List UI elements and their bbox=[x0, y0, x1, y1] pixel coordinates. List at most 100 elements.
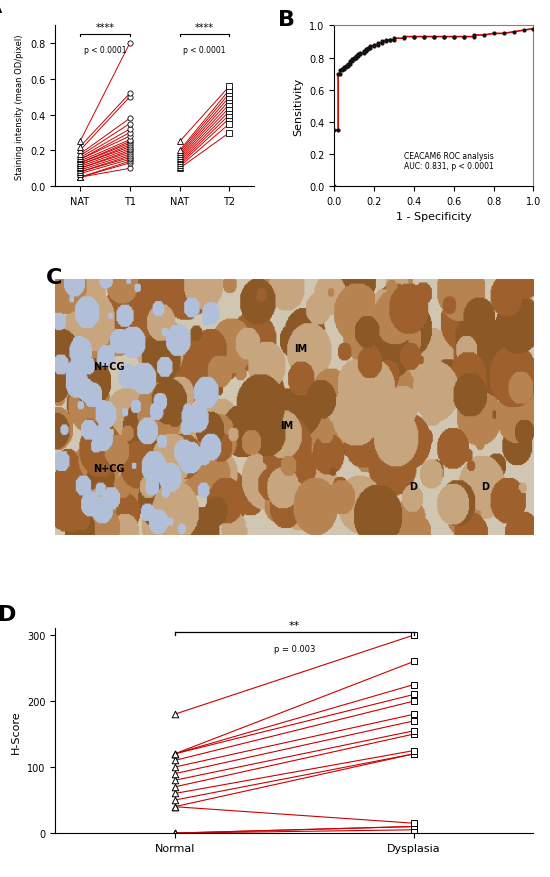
Point bbox=[125, 152, 134, 166]
Point bbox=[336, 68, 344, 82]
Point bbox=[75, 152, 84, 166]
Point bbox=[125, 135, 134, 149]
Point bbox=[360, 46, 368, 61]
Point bbox=[350, 53, 359, 67]
Point bbox=[354, 50, 362, 64]
Point bbox=[420, 31, 428, 45]
Point bbox=[409, 747, 418, 761]
Point bbox=[125, 90, 134, 104]
Text: C: C bbox=[46, 267, 62, 288]
Point bbox=[399, 31, 408, 45]
Text: IM: IM bbox=[280, 420, 293, 431]
Point bbox=[356, 46, 365, 61]
Point bbox=[75, 157, 84, 171]
Point bbox=[125, 37, 134, 51]
Point bbox=[459, 31, 468, 45]
Point bbox=[364, 42, 372, 56]
Point bbox=[175, 152, 184, 166]
Point bbox=[409, 678, 418, 692]
Point bbox=[449, 31, 458, 45]
Point bbox=[350, 52, 359, 66]
Point bbox=[125, 140, 134, 154]
Point bbox=[75, 153, 84, 168]
Point bbox=[125, 112, 134, 126]
Point bbox=[225, 98, 234, 112]
Point bbox=[356, 48, 365, 62]
Y-axis label: Sensitivity: Sensitivity bbox=[294, 77, 304, 136]
Point bbox=[175, 157, 184, 171]
Point bbox=[338, 62, 346, 76]
Point bbox=[170, 774, 179, 788]
Point bbox=[389, 32, 398, 46]
Point bbox=[75, 157, 84, 171]
Point bbox=[170, 826, 179, 840]
Point bbox=[225, 105, 234, 119]
Point bbox=[351, 52, 360, 66]
Point bbox=[75, 148, 84, 162]
Point bbox=[170, 780, 179, 794]
Point bbox=[382, 33, 390, 47]
Point bbox=[409, 31, 418, 45]
Point bbox=[409, 819, 418, 833]
Point bbox=[389, 33, 398, 47]
Point bbox=[175, 150, 184, 164]
Text: A: A bbox=[0, 0, 2, 18]
Point bbox=[499, 27, 508, 41]
Point bbox=[344, 58, 353, 72]
Point bbox=[329, 124, 338, 138]
Point bbox=[469, 31, 478, 45]
Point bbox=[75, 144, 84, 158]
Point bbox=[225, 118, 234, 132]
Point bbox=[125, 148, 134, 162]
Point bbox=[409, 724, 418, 738]
Text: ****: **** bbox=[95, 24, 114, 33]
Point bbox=[125, 153, 134, 168]
Point bbox=[409, 744, 418, 758]
Point bbox=[75, 162, 84, 176]
Point bbox=[75, 171, 84, 185]
Point bbox=[125, 144, 134, 158]
Point bbox=[449, 31, 458, 45]
Text: p = 0.003: p = 0.003 bbox=[273, 644, 315, 652]
Point bbox=[75, 150, 84, 164]
Point bbox=[225, 90, 234, 104]
Point bbox=[175, 155, 184, 169]
Point bbox=[125, 126, 134, 140]
Point bbox=[75, 164, 84, 178]
Point bbox=[175, 160, 184, 175]
Point bbox=[225, 112, 234, 126]
Point bbox=[75, 171, 84, 185]
Text: D: D bbox=[409, 481, 417, 492]
Point bbox=[225, 102, 234, 116]
Point bbox=[170, 826, 179, 840]
Point bbox=[125, 139, 134, 153]
Text: D: D bbox=[481, 481, 489, 492]
Point bbox=[75, 153, 84, 168]
Point bbox=[329, 180, 338, 194]
Point bbox=[125, 133, 134, 147]
Point bbox=[125, 150, 134, 164]
Point bbox=[345, 58, 354, 72]
Point bbox=[361, 43, 370, 57]
Point bbox=[125, 142, 134, 156]
Point bbox=[370, 40, 378, 54]
Point bbox=[225, 109, 234, 123]
Text: B: B bbox=[278, 11, 295, 30]
Point bbox=[75, 155, 84, 169]
Point bbox=[340, 62, 349, 76]
Point bbox=[170, 760, 179, 774]
Point bbox=[225, 83, 234, 97]
Point bbox=[373, 37, 382, 51]
Point bbox=[409, 31, 418, 45]
Point bbox=[125, 162, 134, 176]
Point bbox=[439, 31, 448, 45]
Point bbox=[225, 80, 234, 94]
Point bbox=[342, 60, 350, 74]
Point bbox=[409, 695, 418, 709]
Point bbox=[382, 35, 390, 49]
Point bbox=[75, 135, 84, 149]
Point bbox=[430, 31, 438, 45]
Point bbox=[125, 137, 134, 151]
Point bbox=[430, 31, 438, 45]
Y-axis label: Staining intensity (mean OD/pixel): Staining intensity (mean OD/pixel) bbox=[15, 34, 24, 179]
